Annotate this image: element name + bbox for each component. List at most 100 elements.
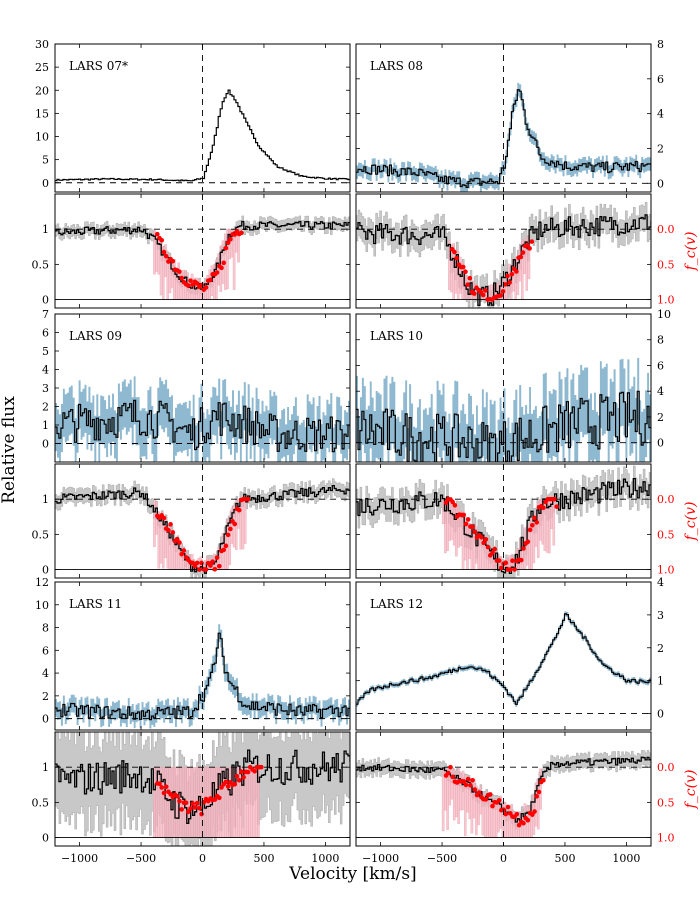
lya-spectrum — [55, 632, 350, 721]
fc-point — [496, 797, 502, 803]
y-tick-label: 1 — [657, 675, 664, 688]
y-tick-label: 3 — [657, 609, 664, 622]
fc-point — [236, 507, 242, 513]
fc-point — [502, 282, 508, 287]
fc-error-bar — [246, 767, 249, 838]
fc-tick-label: 1.0 — [657, 294, 675, 307]
fc-point — [461, 779, 467, 784]
fc-error-bar — [237, 229, 240, 263]
fc-error-bar — [217, 253, 220, 286]
fc-point — [157, 781, 162, 786]
y-tick-label: 1 — [42, 493, 49, 506]
panel-title: LARS 07* — [69, 59, 128, 73]
fc-point — [505, 273, 510, 279]
y-tick-label: 0 — [42, 294, 49, 307]
fc-point — [468, 782, 473, 788]
fc-point — [463, 521, 469, 527]
fc-point — [225, 532, 231, 538]
x-tick-label: 500 — [253, 852, 274, 865]
x-tick-label: −1000 — [61, 852, 98, 865]
fc-point — [181, 548, 187, 553]
fc-tick-label: 1.0 — [657, 832, 675, 845]
fc-error-bar — [446, 771, 449, 830]
y-tick-label: 8 — [657, 38, 664, 51]
fc-point — [245, 496, 251, 502]
y-tick-label: 1 — [42, 761, 49, 774]
fc-error-bar — [215, 767, 218, 838]
fc-point — [454, 255, 459, 261]
lya-spectrum — [356, 613, 651, 705]
fc-error-bar — [472, 779, 476, 819]
fc-point — [199, 560, 204, 566]
fc-point — [232, 521, 238, 527]
fc-error-bar — [162, 767, 165, 838]
y-tick-label: 10 — [657, 308, 671, 321]
fc-point — [541, 505, 546, 511]
fc-error-bar — [175, 767, 178, 838]
fc-axis-label: f_c(v) — [683, 770, 699, 810]
abs-plot — [55, 215, 350, 301]
fc-error-bar — [497, 802, 500, 833]
fc-tick-label: 0.5 — [657, 258, 675, 271]
fc-point — [463, 269, 468, 274]
fc-point — [203, 567, 209, 572]
panel-lars-09: 0 1 2 3 4 5 6 7 LARS 09 0 0.5 1 — [32, 308, 351, 579]
fc-point — [190, 801, 196, 806]
fc-point — [470, 777, 475, 783]
lya-error-band — [55, 624, 350, 729]
panel-title: LARS 09 — [69, 329, 122, 343]
fc-point — [228, 236, 233, 242]
lya-error-band — [356, 82, 651, 192]
fc-point — [452, 502, 458, 508]
fc-point — [214, 555, 220, 560]
fc-point — [514, 269, 519, 274]
fc-point — [518, 254, 524, 260]
fc-point — [259, 764, 264, 770]
lya-spectrum — [356, 390, 651, 462]
fc-point — [228, 526, 233, 532]
fc-point — [463, 782, 469, 788]
fc-point — [239, 769, 244, 774]
fc-point — [516, 822, 522, 828]
fc-point — [534, 794, 540, 799]
fc-point — [514, 811, 520, 817]
y-tick-label: 0 — [657, 708, 664, 721]
y-tick-label: 0.5 — [32, 796, 50, 809]
fc-point — [467, 275, 473, 281]
fc-point — [225, 784, 231, 789]
fc-point — [232, 782, 238, 787]
y-tick-label: 0 — [657, 177, 664, 190]
fc-point — [174, 536, 180, 542]
y-tick-label: 6 — [657, 73, 664, 86]
fc-point — [208, 277, 213, 283]
fc-point — [188, 278, 193, 283]
fc-point — [527, 527, 533, 533]
y-tick-label: 4 — [42, 364, 49, 377]
fc-point — [525, 539, 531, 545]
fc-error-bar — [466, 520, 469, 570]
y-tick-label: 10 — [35, 131, 49, 144]
fc-point — [554, 504, 559, 509]
fc-point — [507, 280, 513, 285]
fc-point — [525, 817, 531, 823]
y-tick-label: 8 — [42, 622, 49, 635]
fc-point — [472, 787, 478, 792]
y-tick-label: 10 — [35, 599, 49, 612]
fc-point — [498, 293, 504, 298]
fc-tick-label: 0.5 — [657, 796, 675, 809]
fc-point — [476, 790, 482, 795]
fc-error-bar — [486, 538, 489, 570]
fc-point — [174, 793, 180, 799]
fc-error-bar — [539, 768, 542, 810]
fc-tick-label: 1.0 — [657, 564, 675, 577]
fc-point — [163, 253, 169, 259]
y-tick-label: 4 — [657, 576, 664, 589]
fc-point — [479, 534, 484, 540]
fc-point — [529, 239, 535, 244]
fc-point — [239, 230, 244, 236]
fc-error-bar — [241, 499, 245, 550]
x-tick-label: −500 — [427, 852, 457, 865]
fc-point — [177, 540, 182, 545]
fc-point — [168, 522, 173, 527]
